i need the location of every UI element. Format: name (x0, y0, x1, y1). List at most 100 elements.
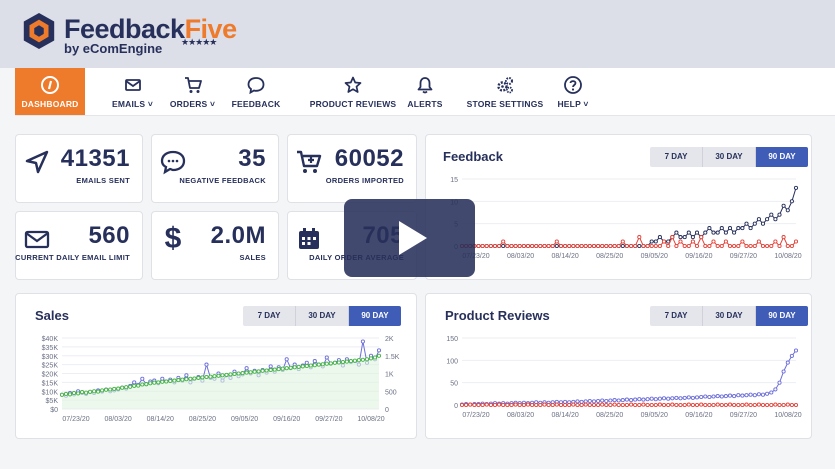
product-reviews-chart-card: Product Reviews 7 DAY 30 DAY 90 DAY 0 50 1… (425, 293, 812, 439)
data-point (308, 363, 313, 368)
x-tick-label: 10/08/20 (774, 253, 801, 260)
x-tick-label: 08/03/20 (507, 412, 534, 419)
y-tick-label: $20K (42, 372, 59, 379)
data-point (480, 402, 485, 408)
data-point (200, 375, 205, 380)
range-90-day-button[interactable]: 90 DAY (756, 147, 808, 167)
data-point (368, 356, 374, 361)
data-point (711, 402, 716, 408)
video-play-button[interactable] (344, 199, 475, 277)
data-point (480, 243, 485, 249)
range-30-day-button[interactable]: 30 DAY (296, 306, 349, 326)
data-point (587, 402, 592, 408)
stat-label: ORDERS IMPORTED (325, 176, 404, 185)
data-point (104, 387, 109, 392)
data-point (678, 239, 683, 244)
range-90-day-button[interactable]: 90 DAY (349, 306, 401, 326)
data-point (538, 243, 543, 249)
data-point (583, 399, 588, 404)
nav-item-help[interactable]: HELP ˅ (542, 68, 604, 115)
data-point (744, 402, 749, 407)
data-point (670, 396, 675, 401)
data-point (785, 402, 790, 407)
data-point (760, 221, 766, 226)
data-point (76, 391, 81, 396)
range-7-day-button[interactable]: 7 DAY (650, 306, 703, 326)
nav-item-alerts[interactable]: ALERTS (395, 68, 455, 115)
data-point (686, 395, 691, 400)
x-tick-label: 08/25/20 (189, 416, 216, 423)
data-point (629, 398, 634, 403)
data-point (670, 235, 675, 240)
data-point (152, 380, 157, 385)
y-tick-label: $5K (46, 398, 59, 405)
data-point (744, 221, 749, 226)
nav-item-feedback[interactable]: FEEDBACK (225, 68, 287, 115)
data-point (316, 362, 321, 367)
data-point (583, 402, 588, 407)
stat-card-daily-email-limit: 560 CURRENT DAILY EMAIL LIMIT (15, 211, 143, 280)
data-point (674, 243, 679, 249)
data-point (703, 402, 708, 408)
nav-item-dashboard[interactable]: DASHBOARD (15, 68, 85, 115)
data-point (740, 226, 745, 231)
data-point (707, 226, 712, 231)
data-point (204, 362, 209, 367)
y-tick-label: $30K (42, 354, 59, 361)
logo-gear-icon (23, 12, 55, 50)
data-point (633, 402, 638, 408)
nav-item-emails[interactable]: EMAILS ˅ (95, 68, 170, 115)
data-point (682, 395, 687, 400)
range-7-day-button[interactable]: 7 DAY (243, 306, 296, 326)
data-point (756, 239, 761, 244)
data-point (108, 387, 113, 392)
sales-chart-card: Sales 7 DAY 30 DAY 90 DAY $0 $5K $10K $15K $… (15, 293, 417, 439)
series-line (461, 350, 797, 406)
data-point (567, 243, 572, 249)
x-tick-label: 08/14/20 (552, 412, 579, 419)
nav-item-product-reviews[interactable]: PRODUCT REVIEWS (293, 68, 413, 115)
data-point (661, 402, 667, 408)
data-point (168, 378, 173, 384)
data-point (92, 389, 97, 394)
data-point (571, 402, 576, 407)
nav-item-store-settings[interactable]: STORE SETTINGS (455, 68, 555, 115)
data-point (723, 239, 728, 244)
data-point (740, 239, 745, 244)
data-point (765, 243, 770, 249)
data-point (629, 243, 634, 249)
data-point (360, 357, 365, 362)
x-tick-label: 07/23/20 (462, 253, 489, 260)
data-point (550, 243, 555, 249)
data-point (558, 402, 564, 408)
data-point (224, 372, 229, 377)
y-tick-label: $10K (42, 389, 59, 396)
data-point (661, 396, 667, 401)
data-point (723, 402, 728, 408)
data-point (653, 239, 658, 244)
range-7-day-button[interactable]: 7 DAY (650, 147, 703, 167)
data-point (616, 243, 621, 249)
data-point (608, 402, 613, 408)
data-point (756, 402, 761, 407)
data-point (785, 243, 790, 249)
data-point (793, 402, 799, 408)
data-point (260, 368, 265, 373)
range-30-day-button[interactable]: 30 DAY (703, 306, 756, 326)
data-point (304, 363, 309, 369)
x-tick-label: 08/25/20 (596, 412, 623, 419)
data-point (773, 387, 778, 392)
data-point (649, 396, 654, 401)
info-icon (41, 76, 59, 94)
data-point (372, 355, 378, 360)
data-point (248, 370, 253, 375)
range-30-day-button[interactable]: 30 DAY (703, 147, 756, 167)
data-point (769, 402, 774, 408)
data-point (707, 243, 712, 249)
data-point (765, 402, 770, 408)
y-tick-label: 0 (454, 403, 458, 410)
range-90-day-button[interactable]: 90 DAY (756, 306, 808, 326)
nav-item-orders[interactable]: ORDERS ˅ (155, 68, 230, 115)
data-point (727, 393, 733, 398)
y-tick-label: 15 (450, 177, 458, 184)
